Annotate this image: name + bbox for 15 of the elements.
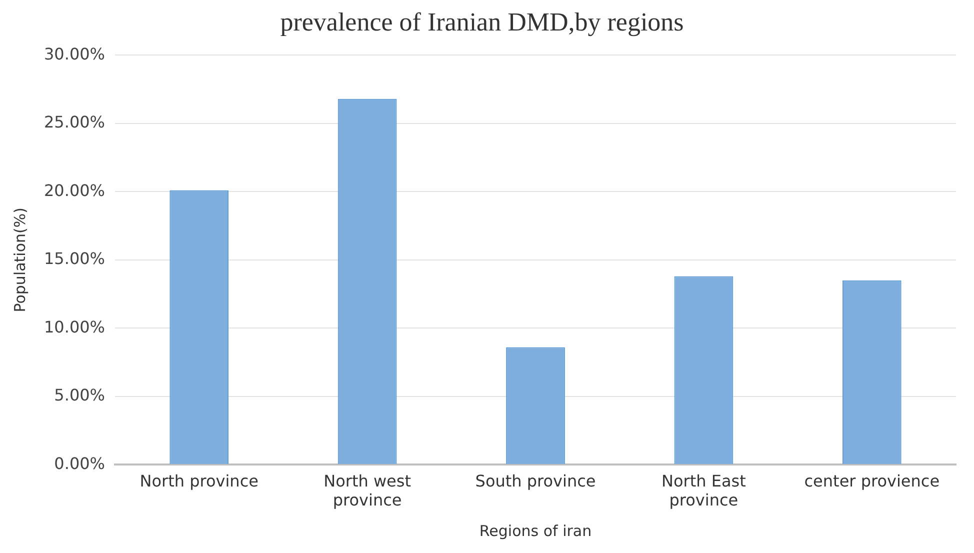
y-tick-label: 15.00% bbox=[44, 249, 106, 268]
x-tick-label: North East province bbox=[662, 471, 746, 510]
y-tick-label: 10.00% bbox=[44, 317, 106, 336]
x-tick-label: South province bbox=[475, 471, 596, 490]
y-tick-label: 25.00% bbox=[44, 112, 106, 132]
chart-title: prevalence of Iranian DMD,by regions bbox=[280, 7, 684, 36]
x-axis-title: Regions of iran bbox=[479, 522, 592, 540]
x-tick-label: North west province bbox=[324, 471, 411, 510]
y-tick-label: 30.00% bbox=[44, 44, 106, 64]
y-axis-title: Population(%) bbox=[10, 208, 29, 312]
x-tick-label: center provience bbox=[804, 471, 940, 490]
x-tick-label: North province bbox=[140, 471, 258, 490]
y-tick-label: 0.00% bbox=[54, 454, 106, 473]
y-tick-label: 20.00% bbox=[44, 180, 106, 200]
y-tick-label: 5.00% bbox=[54, 386, 106, 405]
